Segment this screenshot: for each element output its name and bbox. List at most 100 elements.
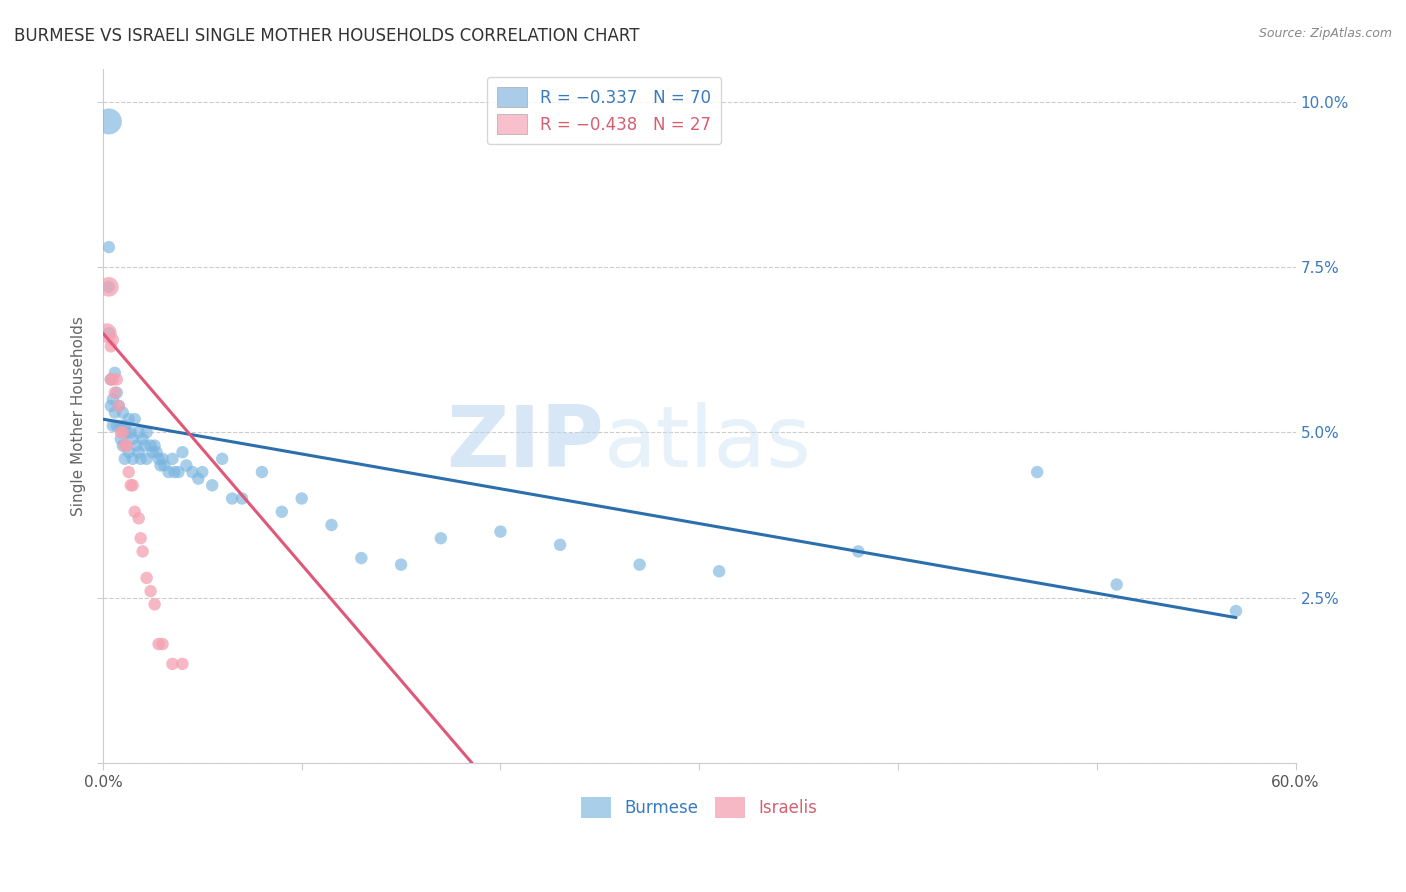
Point <box>128 445 150 459</box>
Point <box>118 445 141 459</box>
Point <box>163 465 186 479</box>
Point <box>129 531 152 545</box>
Point <box>152 637 174 651</box>
Point <box>118 412 141 426</box>
Point <box>131 544 153 558</box>
Point <box>548 538 571 552</box>
Point <box>149 458 172 473</box>
Point <box>201 478 224 492</box>
Point <box>100 372 122 386</box>
Point <box>430 531 453 545</box>
Point <box>1225 604 1247 618</box>
Point <box>115 425 138 440</box>
Point <box>125 439 148 453</box>
Point <box>172 657 194 671</box>
Point <box>97 240 120 254</box>
Point <box>134 439 156 453</box>
Point <box>628 558 651 572</box>
Point <box>231 491 253 506</box>
Point <box>111 425 134 440</box>
Point <box>118 465 141 479</box>
Point <box>110 425 132 440</box>
Point <box>97 280 120 294</box>
Point <box>181 465 204 479</box>
Point <box>104 405 127 419</box>
Legend: Burmese, Israelis: Burmese, Israelis <box>575 790 824 824</box>
Text: Source: ZipAtlas.com: Source: ZipAtlas.com <box>1258 27 1392 40</box>
Point <box>139 439 162 453</box>
Point <box>135 451 157 466</box>
Point <box>104 385 127 400</box>
Point <box>157 465 180 479</box>
Point <box>143 439 166 453</box>
Point <box>191 465 214 479</box>
Point <box>131 432 153 446</box>
Point <box>105 418 128 433</box>
Point <box>321 518 343 533</box>
Point <box>121 478 143 492</box>
Point <box>143 598 166 612</box>
Point <box>148 637 170 651</box>
Point <box>128 425 150 440</box>
Point <box>111 439 134 453</box>
Point <box>110 432 132 446</box>
Point <box>291 491 314 506</box>
Point <box>221 491 243 506</box>
Point <box>114 451 136 466</box>
Point <box>111 405 134 419</box>
Point <box>211 451 233 466</box>
Point <box>120 425 142 440</box>
Point <box>152 451 174 466</box>
Point <box>145 445 167 459</box>
Point <box>101 372 124 386</box>
Point <box>250 465 273 479</box>
Point <box>114 439 136 453</box>
Point <box>97 280 120 294</box>
Point <box>105 385 128 400</box>
Point <box>124 412 146 426</box>
Point <box>187 472 209 486</box>
Point <box>115 439 138 453</box>
Point <box>846 544 869 558</box>
Text: atlas: atlas <box>603 402 811 485</box>
Point <box>707 564 730 578</box>
Point <box>148 451 170 466</box>
Point <box>153 458 176 473</box>
Point <box>120 478 142 492</box>
Text: BURMESE VS ISRAELI SINGLE MOTHER HOUSEHOLDS CORRELATION CHART: BURMESE VS ISRAELI SINGLE MOTHER HOUSEHO… <box>14 27 640 45</box>
Point <box>121 451 143 466</box>
Point <box>105 372 128 386</box>
Point <box>100 399 122 413</box>
Point <box>176 458 198 473</box>
Point <box>128 511 150 525</box>
Point <box>1105 577 1128 591</box>
Point <box>100 339 122 353</box>
Point <box>135 571 157 585</box>
Point <box>162 657 184 671</box>
Point <box>139 584 162 599</box>
Point <box>97 326 120 340</box>
Point <box>162 451 184 466</box>
Point <box>172 445 194 459</box>
Point <box>110 418 132 433</box>
Point <box>114 418 136 433</box>
Y-axis label: Single Mother Households: Single Mother Households <box>72 316 86 516</box>
Point <box>101 392 124 407</box>
Point <box>121 432 143 446</box>
Point <box>101 333 124 347</box>
Point <box>108 399 131 413</box>
Point <box>270 505 292 519</box>
Point <box>96 326 118 340</box>
Point <box>489 524 512 539</box>
Text: ZIP: ZIP <box>446 402 603 485</box>
Point <box>389 558 412 572</box>
Point <box>1026 465 1049 479</box>
Point <box>100 372 122 386</box>
Point <box>167 465 190 479</box>
Point <box>129 451 152 466</box>
Point <box>124 505 146 519</box>
Point <box>142 445 165 459</box>
Point <box>108 399 131 413</box>
Point <box>101 418 124 433</box>
Point <box>135 425 157 440</box>
